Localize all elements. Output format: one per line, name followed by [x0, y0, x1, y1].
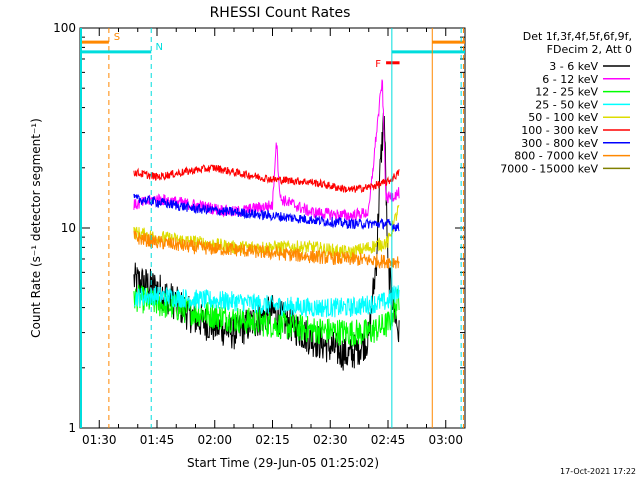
- legend-entry-label: 7000 - 15000 keV: [500, 162, 598, 175]
- legend-header-line-1: Det 1f,3f,4f,5f,6f,9f,: [523, 30, 632, 43]
- series-line: [133, 79, 400, 222]
- x-tick-label: 01:30: [82, 433, 117, 447]
- x-tick-label: 03:00: [428, 433, 463, 447]
- annotation-label: N: [155, 42, 162, 53]
- y-axis-label: Count Rate (s⁻¹ detector segment⁻¹): [29, 118, 43, 338]
- series-line: [133, 164, 400, 194]
- x-axis: 01:30 01:45 02:00 02:15 02:30 02:45 03:00: [79, 28, 466, 447]
- legend-header-line-2: FDecim 2, Att 0: [547, 43, 632, 56]
- legend-entry-label: 800 - 7000 keV: [514, 150, 598, 163]
- x-tick-label: 02:30: [313, 433, 348, 447]
- series-line: [133, 285, 400, 318]
- legend-entry-label: 3 - 6 keV: [549, 60, 598, 73]
- legend-entry-label: 6 - 12 keV: [542, 73, 598, 86]
- legend-entry-label: 12 - 25 keV: [535, 86, 598, 99]
- plot-area: [79, 27, 466, 429]
- legend-entry-label: 25 - 50 keV: [535, 98, 598, 111]
- x-tick-label: 02:45: [371, 433, 406, 447]
- series-line: [133, 193, 400, 232]
- x-tick-label: 01:45: [140, 433, 175, 447]
- x-axis-label: Start Time (29-Jun-05 01:25:02): [187, 456, 379, 470]
- series-layer: [133, 79, 400, 371]
- footer-timestamp: 17-Oct-2021 17:22: [560, 467, 636, 476]
- x-tick-label: 02:15: [255, 433, 290, 447]
- legend: Det 1f,3f,4f,5f,6f,9f, FDecim 2, Att 0 3…: [500, 30, 632, 175]
- chart-title: RHESSI Count Rates: [210, 5, 351, 21]
- y-tick-label: 1: [68, 421, 76, 435]
- series-line: [133, 284, 400, 347]
- annotation-label: S: [114, 32, 120, 43]
- y-axis: 1 10 100: [53, 21, 465, 435]
- legend-entry-label: 50 - 100 keV: [528, 111, 598, 124]
- x-tick-label: 02:00: [197, 433, 232, 447]
- y-tick-label: 10: [61, 221, 76, 235]
- series-line: [133, 230, 400, 270]
- annotation-layer: S N F: [80, 28, 465, 428]
- y-tick-label: 100: [53, 21, 76, 35]
- legend-entry-label: 300 - 800 keV: [521, 137, 598, 150]
- legend-entry-label: 100 - 300 keV: [521, 124, 598, 137]
- annotation-label: F: [375, 59, 381, 70]
